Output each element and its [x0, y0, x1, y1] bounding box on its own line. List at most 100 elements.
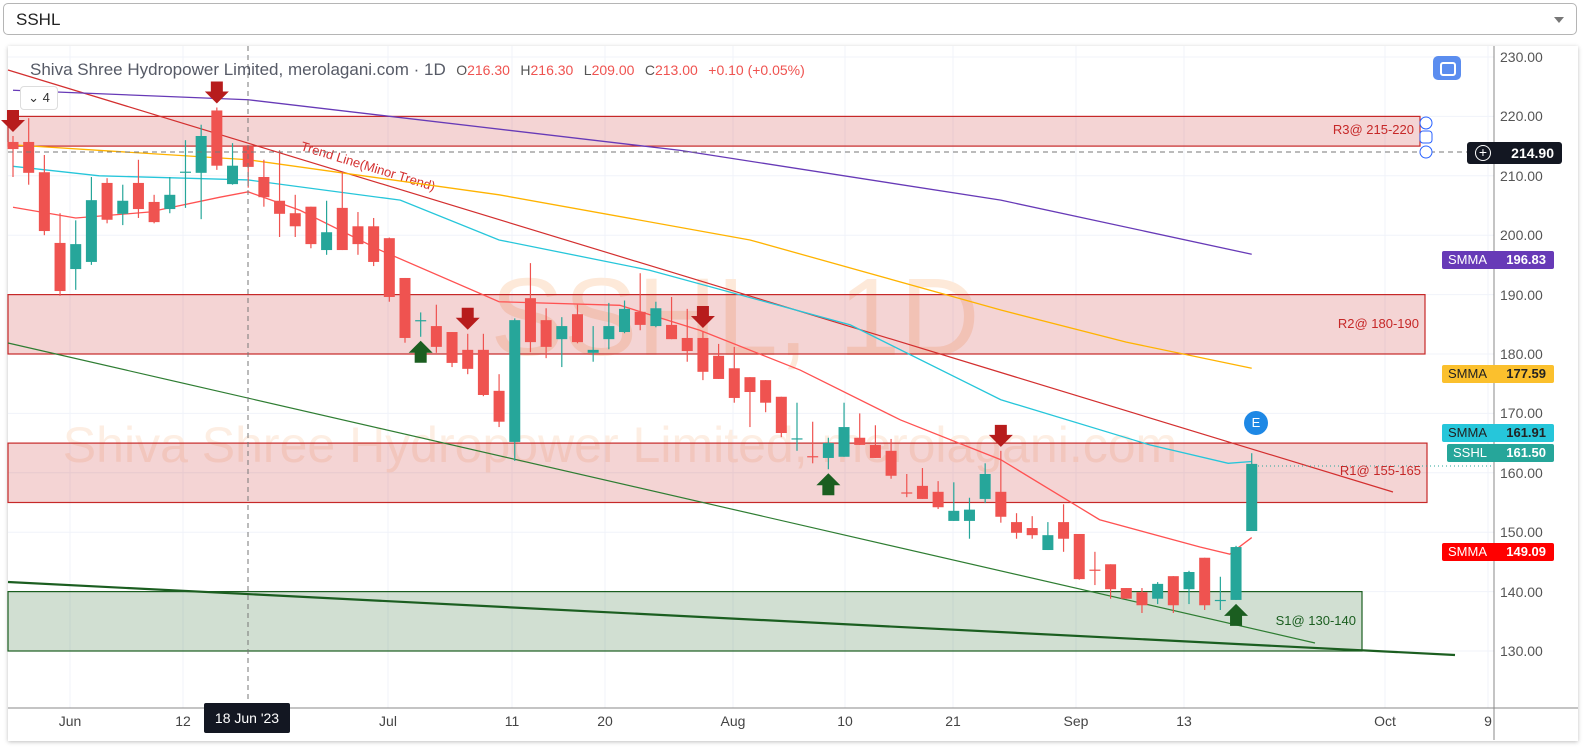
price-tick-label: 160.00 — [1500, 464, 1543, 481]
candle-body — [697, 337, 709, 372]
support-trend-line[interactable] — [7, 580, 1456, 657]
candle-body — [1246, 463, 1258, 532]
candle — [1152, 582, 1164, 605]
candle-body — [415, 320, 427, 322]
candle — [368, 217, 380, 267]
candle-body — [1183, 571, 1195, 590]
chevron-down-icon — [1554, 17, 1564, 23]
candle — [1246, 453, 1258, 532]
candle-body — [383, 238, 395, 297]
candle-body — [744, 377, 756, 393]
time-tick-label: Jul — [379, 713, 397, 729]
candle-body — [227, 165, 239, 185]
candle — [305, 206, 317, 249]
candle-body — [681, 337, 693, 352]
candle-body — [650, 308, 662, 327]
zone-s1[interactable] — [7, 590, 1363, 652]
candle-body — [509, 320, 521, 442]
channel-lower-line[interactable] — [7, 342, 1316, 644]
price-badge: SMMA 196.83 — [1442, 251, 1554, 269]
candle-body — [195, 136, 207, 173]
candle-body — [995, 491, 1007, 517]
candle — [383, 237, 395, 302]
candle — [211, 107, 223, 170]
candle — [1042, 522, 1054, 551]
candle-body — [728, 368, 740, 398]
candle — [101, 178, 113, 224]
candle-body — [85, 200, 97, 262]
buy-arrow-icon — [408, 340, 433, 363]
candle-body — [164, 194, 176, 210]
candle-body — [38, 172, 50, 232]
candle — [462, 333, 474, 375]
earnings-marker[interactable]: E — [1244, 411, 1268, 435]
candle — [901, 473, 913, 498]
candle-body — [916, 485, 928, 499]
badge-value: 196.83 — [1506, 252, 1546, 267]
time-tick-label: Oct — [1374, 713, 1396, 729]
zone-r1[interactable] — [7, 442, 1428, 504]
candle-body — [1105, 564, 1117, 590]
candle — [38, 155, 50, 236]
candle — [1167, 576, 1179, 613]
zone-label: R3@ 215-220 — [1332, 122, 1414, 138]
candle — [681, 308, 693, 362]
candle-body — [1120, 588, 1132, 599]
candle — [854, 413, 866, 445]
candle-body — [1199, 557, 1211, 606]
price-badge: SMMA 177.59 — [1442, 365, 1554, 383]
candle-body — [963, 509, 975, 521]
candle-body — [1089, 569, 1101, 571]
candle — [885, 438, 897, 479]
candle-body — [948, 510, 960, 521]
candle — [1183, 570, 1195, 605]
time-tick-label: 11 — [504, 713, 520, 729]
candle-body — [368, 226, 380, 262]
candle — [1199, 557, 1211, 611]
candle — [556, 317, 568, 368]
candle-body — [760, 380, 772, 403]
zone-label: R1@ 155-165 — [1339, 463, 1421, 479]
candle-body — [901, 492, 913, 494]
collapse-indicators-button[interactable]: ⌄ 4 — [20, 86, 58, 110]
candle-body — [619, 308, 631, 333]
candle-body — [274, 200, 286, 214]
candle-body — [430, 326, 442, 347]
smma-line-0 — [12, 89, 1252, 255]
legend-high: 216.30 — [530, 62, 574, 78]
candle-body — [666, 324, 678, 340]
candle-body — [23, 141, 35, 173]
time-tick-label: 9 — [1484, 713, 1492, 729]
symbol-select[interactable]: SSHL — [3, 3, 1577, 35]
candle — [399, 277, 411, 343]
candle — [415, 312, 427, 337]
price-tick-label: 180.00 — [1500, 346, 1543, 362]
sell-arrow-icon — [455, 307, 480, 330]
candle — [7, 136, 19, 177]
candle — [1026, 516, 1038, 539]
candle — [493, 374, 505, 428]
candle — [1011, 513, 1023, 539]
indicator-count: 4 — [42, 90, 50, 105]
candle — [164, 176, 176, 214]
candle — [869, 425, 881, 458]
zone-r2[interactable] — [7, 294, 1426, 355]
zone-label: S1@ 130-140 — [1275, 613, 1356, 628]
chart-panel[interactable] — [8, 46, 1578, 741]
legend-change: +0.10 (+0.05%) — [708, 62, 805, 78]
candle — [430, 304, 442, 353]
add-alert-plus-icon[interactable]: + — [1475, 145, 1491, 161]
candle-body — [1152, 583, 1164, 599]
minor-trend-line[interactable] — [7, 69, 1394, 493]
time-tick-label: 20 — [597, 713, 613, 729]
zone-handles[interactable] — [1419, 116, 1433, 159]
candle — [1073, 533, 1085, 580]
fullscreen-button[interactable] — [1433, 56, 1461, 80]
candle — [524, 263, 536, 353]
price-badge: SSHL 161.50 — [1447, 444, 1554, 462]
candle — [571, 304, 583, 344]
candle-body — [822, 443, 834, 458]
candle-body — [869, 444, 881, 458]
buy-arrow-icon — [1224, 603, 1249, 626]
